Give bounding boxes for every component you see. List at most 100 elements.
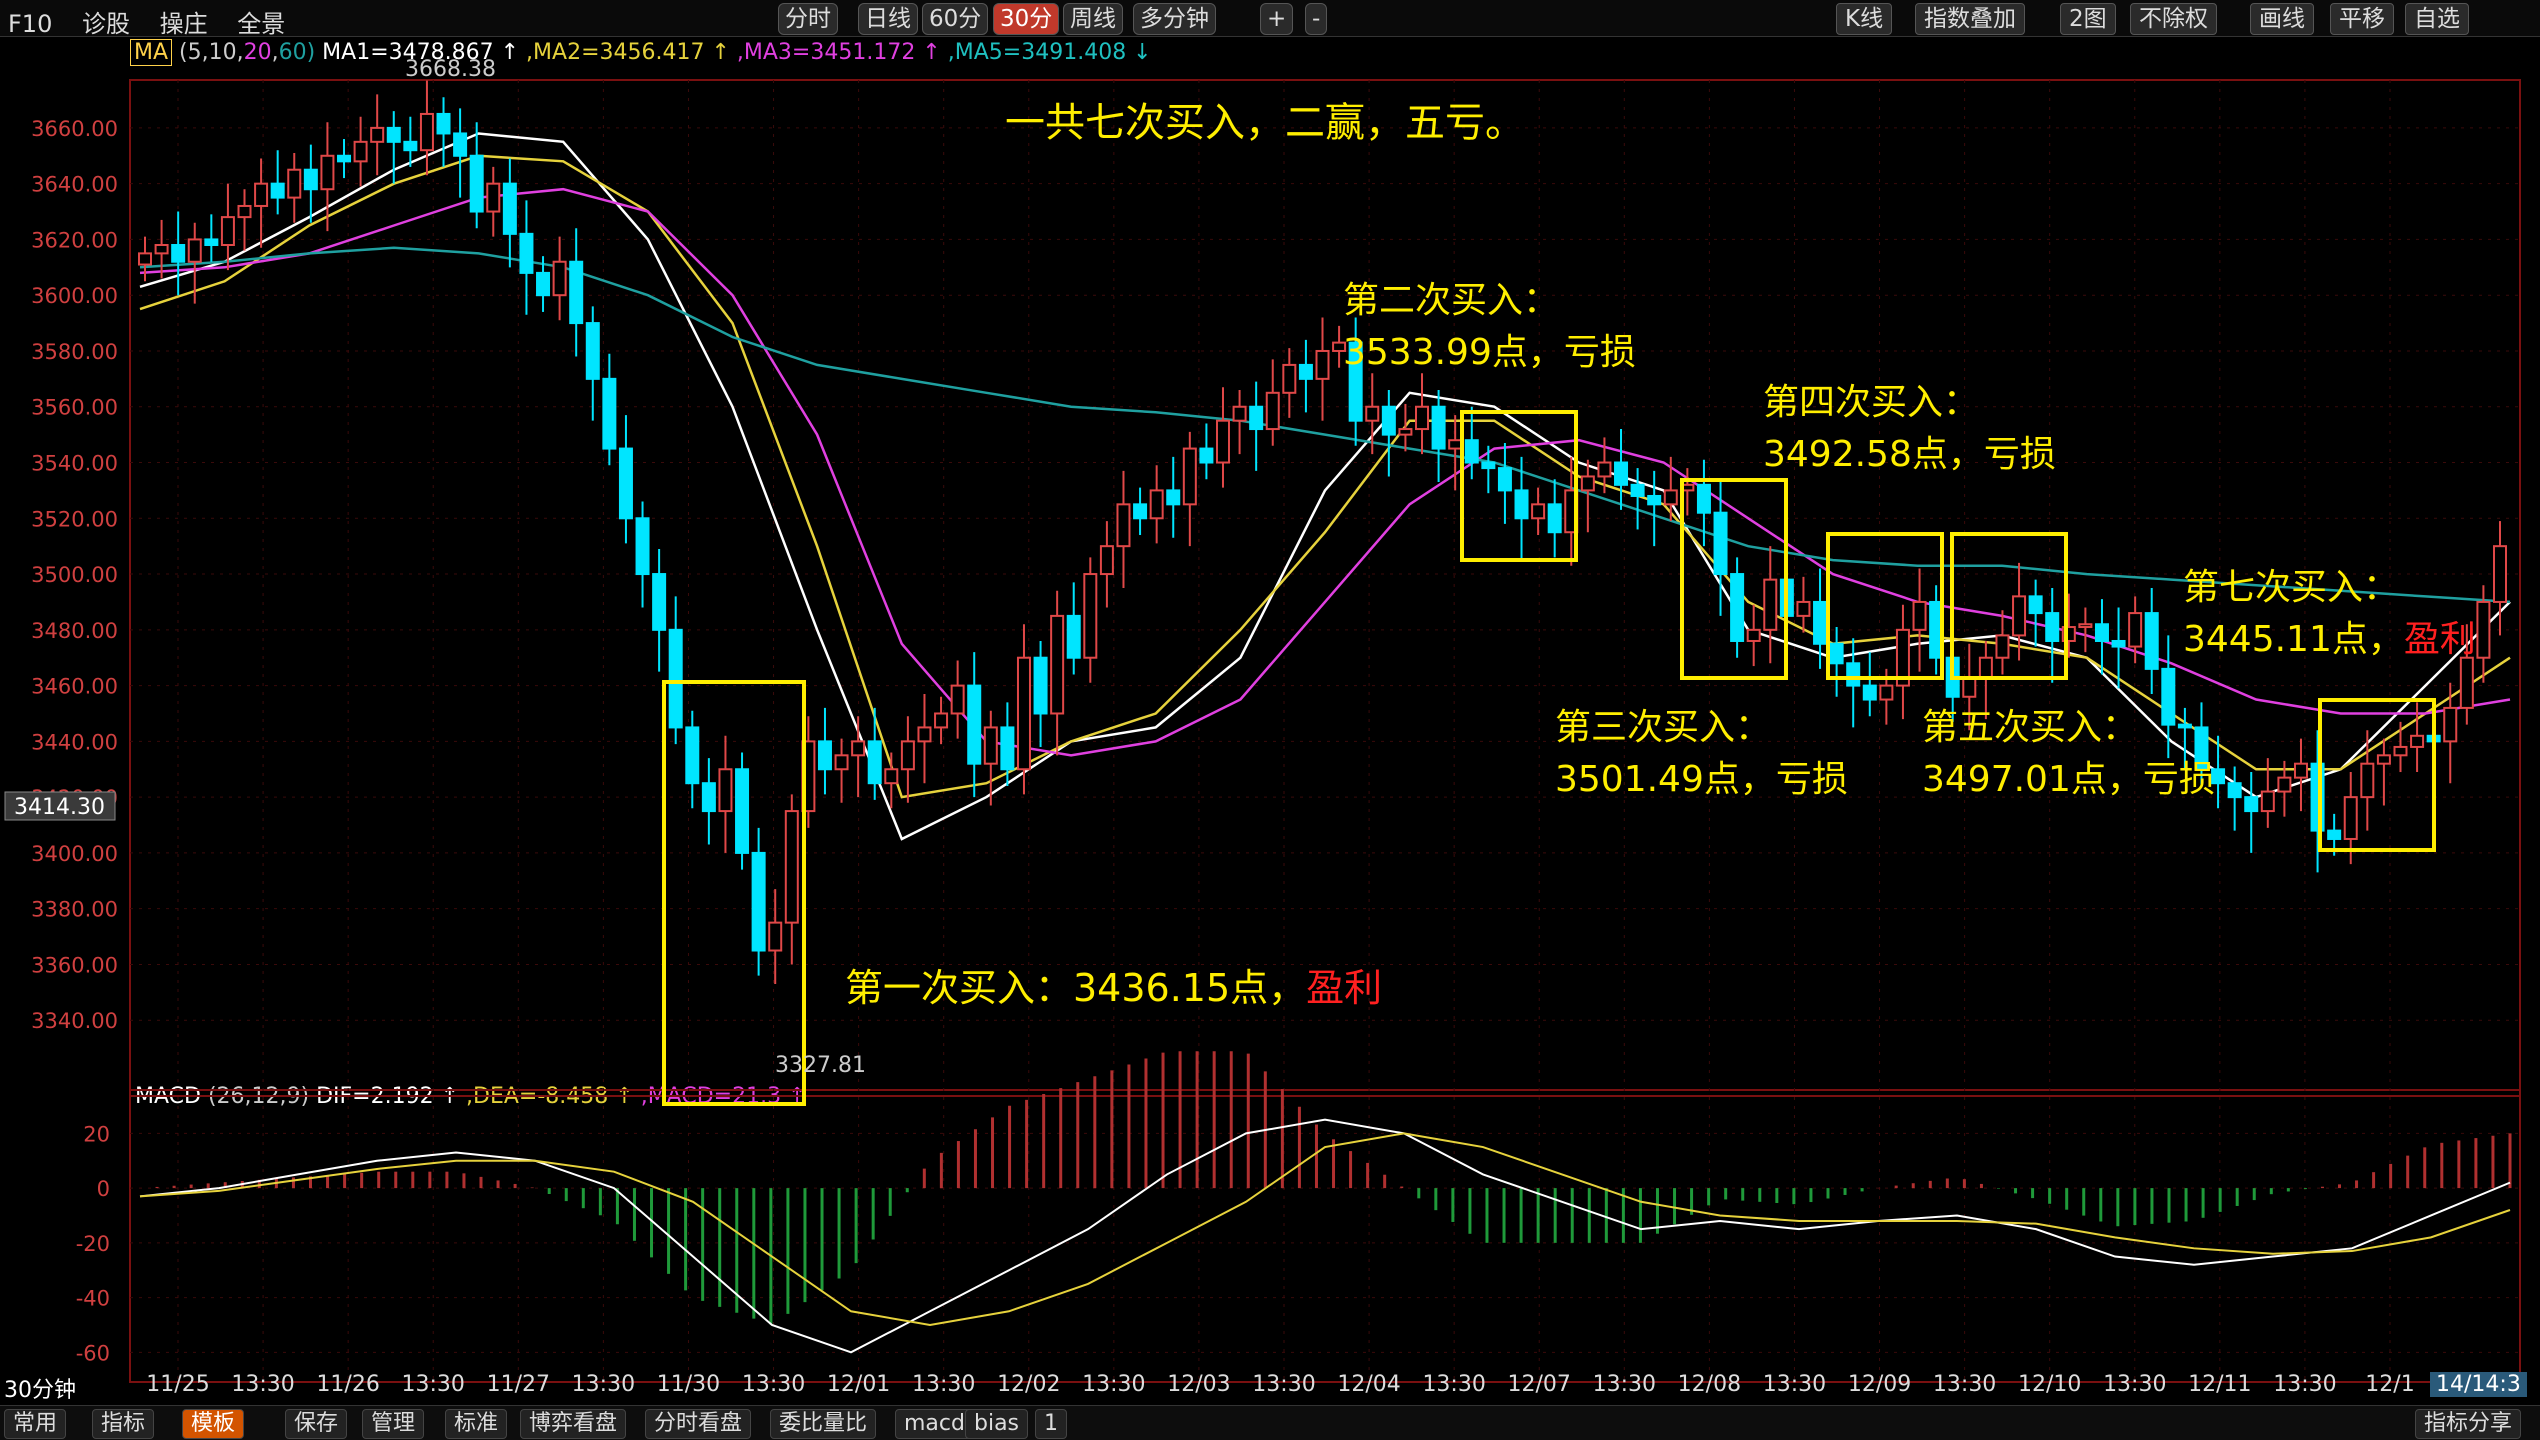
- banker-button[interactable]: 操庄: [159, 10, 208, 38]
- candle-down: [1249, 405, 1264, 431]
- candle-up: [1099, 545, 1114, 576]
- candle-down: [453, 132, 468, 157]
- time-tick-label: 12/07: [1508, 1372, 1571, 1397]
- template-menu[interactable]: 模板: [182, 1409, 245, 1439]
- manage-button[interactable]: 管理: [362, 1409, 425, 1439]
- candle-up: [2078, 623, 2093, 629]
- candle-up: [1531, 503, 1546, 520]
- candle-up: [834, 754, 849, 771]
- candle-up: [2293, 762, 2308, 779]
- dea-line: [139, 1132, 2511, 1326]
- time-tick-label: 13:30: [1933, 1372, 1996, 1397]
- no-rights-dropdown[interactable]: 不除权: [2130, 3, 2217, 35]
- macd-tick-label: -60: [76, 1341, 110, 1365]
- ma-indicator-name[interactable]: MA: [130, 39, 173, 66]
- candle-down: [1464, 439, 1479, 464]
- candle-down: [2177, 723, 2192, 729]
- price-panel-border: [129, 79, 2521, 1097]
- price-tick-label: 3460.00: [31, 675, 118, 699]
- time-tick-label: 13:30: [2273, 1372, 2336, 1397]
- candle-up: [2393, 745, 2408, 757]
- buy2-annotation-line2: 3533.99点，亏损: [1343, 332, 1636, 373]
- two-chart-dropdown[interactable]: 2图: [2060, 3, 2116, 35]
- tab-bias[interactable]: bias: [965, 1409, 1029, 1439]
- tab-macd[interactable]: macd: [895, 1409, 974, 1439]
- zoom-in-button[interactable]: +: [1260, 3, 1294, 35]
- candle-up: [1415, 405, 1430, 431]
- candle-down: [1348, 341, 1363, 422]
- tab-intraday[interactable]: 分时: [778, 3, 838, 35]
- candle-up: [1116, 503, 1131, 548]
- time-axis: 11/25 13:30 11/26 13:30 11/27 13:30 11/30 13:30…: [146, 1372, 2414, 1397]
- time-tick-label: 12/02: [997, 1372, 1060, 1397]
- candle-up: [884, 768, 899, 785]
- candle-up: [851, 740, 866, 757]
- zoom-out-button[interactable]: -: [1305, 3, 1328, 35]
- candle-up: [2476, 600, 2491, 659]
- candle-down: [1133, 503, 1148, 520]
- indicator-menu[interactable]: 指标: [92, 1409, 155, 1439]
- candle-up: [552, 260, 567, 297]
- watchlist-dropdown[interactable]: 自选: [2405, 3, 2469, 35]
- candle-down: [2028, 595, 2043, 615]
- time-tick-label: 11/30: [657, 1372, 720, 1397]
- candle-up: [237, 204, 252, 219]
- indicator-share-button[interactable]: 指标分享: [2415, 1409, 2522, 1439]
- price-tick-label: 3500.00: [31, 563, 118, 587]
- price-tick-label: 3600.00: [31, 284, 118, 308]
- candle-up: [768, 921, 783, 952]
- diagnose-button[interactable]: 诊股: [81, 10, 130, 38]
- tab-30min[interactable]: 30分: [993, 3, 1060, 35]
- time-tick-label: 12/03: [1167, 1372, 1230, 1397]
- stock-chart[interactable]: 3660.00 3640.00 3620.00 3600.00 3580.00 3560.…: [0, 36, 2540, 1406]
- tab-daily[interactable]: 日线: [858, 3, 918, 35]
- buy1-box: [662, 680, 806, 1106]
- tab-game-view[interactable]: 博弈看盘: [520, 1409, 627, 1439]
- price-tick-label: 3400.00: [31, 842, 118, 866]
- kline-dropdown[interactable]: K线: [1836, 3, 1893, 35]
- tab-standard[interactable]: 标准: [445, 1409, 508, 1439]
- candle-up: [2493, 545, 2507, 603]
- time-tick-label: 12/04: [1337, 1372, 1400, 1397]
- index-overlay-dropdown[interactable]: 指数叠加: [1915, 3, 2025, 35]
- pan-button[interactable]: 平移: [2330, 3, 2394, 35]
- time-tick-label: 13:30: [231, 1372, 294, 1397]
- time-tick-label: 13:30: [1422, 1372, 1485, 1397]
- tab-weekly[interactable]: 周线: [1063, 3, 1123, 35]
- ma5-value: ,MA5=3491.408 ↓: [947, 40, 1152, 65]
- candle-down: [1614, 461, 1629, 486]
- tab-one[interactable]: 1: [1035, 1409, 1067, 1439]
- common-menu[interactable]: 常用: [4, 1409, 67, 1439]
- candle-down: [1066, 614, 1081, 659]
- tab-60min[interactable]: 60分: [922, 3, 989, 35]
- candle-up: [900, 740, 915, 771]
- candle-down: [1033, 656, 1048, 715]
- candle-up: [2260, 790, 2275, 813]
- time-tick-label: 13:30: [742, 1372, 805, 1397]
- low-price-label: 3327.81: [775, 1053, 866, 1078]
- draw-line-button[interactable]: 画线: [2250, 3, 2314, 35]
- candle-up: [1448, 439, 1463, 450]
- tab-multi-minute[interactable]: 多分钟: [1133, 3, 1216, 35]
- summary-annotation: 一共七次买入，二赢，五亏。: [1005, 100, 1525, 146]
- candle-up: [187, 238, 202, 263]
- candle-down: [204, 238, 219, 247]
- period-label[interactable]: 30分钟: [4, 1378, 76, 1403]
- overview-button[interactable]: 全景: [237, 10, 286, 38]
- tab-bid-ratio[interactable]: 委比量比: [770, 1409, 877, 1439]
- time-tick-label: 11/26: [316, 1372, 379, 1397]
- buy3-box: [1680, 478, 1788, 680]
- candle-up: [1912, 600, 1927, 631]
- candle-down: [685, 726, 700, 785]
- right-time-label: 14/14:3: [2430, 1372, 2527, 1397]
- candle-up: [1083, 573, 1098, 659]
- candle-up: [353, 140, 368, 163]
- candle-up: [220, 216, 235, 247]
- tab-intraday-view[interactable]: 分时看盘: [645, 1409, 752, 1439]
- candle-up: [2459, 656, 2474, 709]
- candle-up: [1796, 600, 1811, 617]
- f10-button[interactable]: F10: [8, 10, 53, 38]
- candle-up: [718, 768, 733, 813]
- save-button[interactable]: 保存: [285, 1409, 348, 1439]
- candle-up: [1282, 363, 1297, 394]
